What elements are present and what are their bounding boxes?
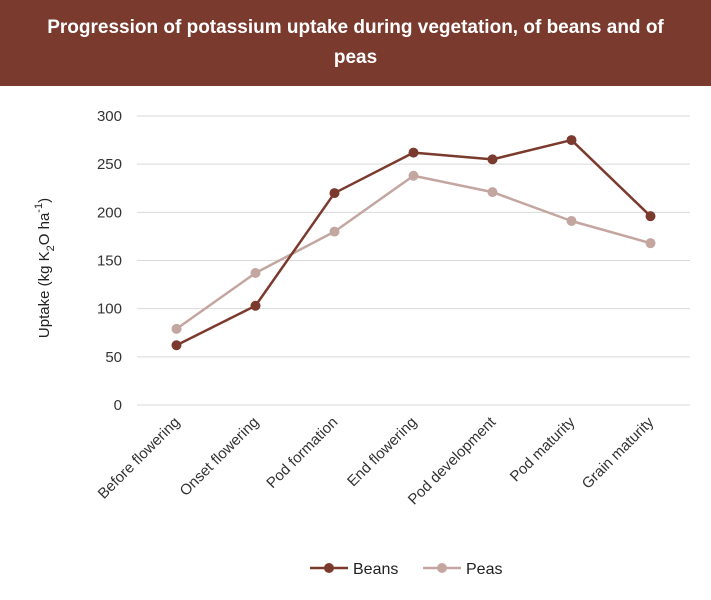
x-tick-label: Pod development: [405, 413, 500, 508]
data-point: [487, 187, 498, 198]
data-point: [645, 211, 656, 222]
x-tick-label: Before flowering: [95, 414, 184, 503]
x-tick-label: Onset flowering: [177, 414, 263, 500]
data-point: [566, 216, 577, 227]
chart-title-banner: Progression of potassium uptake during v…: [0, 0, 711, 86]
series-line: [175, 174, 651, 330]
legend-item-beans: Beans: [310, 561, 398, 578]
data-point: [566, 135, 577, 146]
data-point: [171, 340, 182, 351]
x-tick-label: Pod formation: [263, 414, 341, 492]
data-point: [645, 238, 656, 249]
x-tick-label: End flowering: [344, 414, 420, 490]
legend-swatch-marker: [437, 563, 447, 573]
data-point: [329, 188, 340, 199]
line-chart: 0 50 100 150 200 250 300 Before floweringOnset…: [33, 108, 690, 578]
y-tick-label: 0: [114, 397, 122, 414]
gridlines: [137, 115, 690, 406]
legend-item-peas: Peas: [423, 561, 502, 578]
data-point: [171, 323, 182, 334]
y-tick-label: 100: [97, 301, 122, 318]
legend: Beans Peas: [310, 561, 502, 578]
y-tick-label: 300: [97, 108, 122, 125]
y-tick-label: 200: [97, 204, 122, 221]
data-point: [250, 300, 261, 311]
series-peas: [171, 170, 656, 334]
y-axis-title: Uptake (kg K2O ha-1): [33, 198, 57, 338]
y-tick-label: 250: [97, 156, 122, 173]
y-tick-label: 50: [105, 349, 122, 366]
x-tick-label: Pod maturity: [507, 413, 579, 485]
data-point: [408, 147, 419, 158]
y-tick-label: 150: [97, 253, 122, 270]
y-tick-labels: 0 50 100 150 200 250 300: [97, 108, 122, 414]
data-point: [408, 170, 419, 181]
x-tick-label: Grain maturity: [579, 413, 658, 492]
series-beans: [171, 135, 656, 351]
data-point: [250, 268, 261, 279]
series-layer: [171, 135, 656, 351]
data-point: [329, 226, 340, 237]
legend-label: Beans: [353, 561, 398, 578]
legend-swatch-marker: [324, 563, 334, 573]
data-point: [487, 154, 498, 165]
chart-title: Progression of potassium uptake during v…: [47, 17, 664, 68]
legend-label: Peas: [466, 561, 502, 578]
